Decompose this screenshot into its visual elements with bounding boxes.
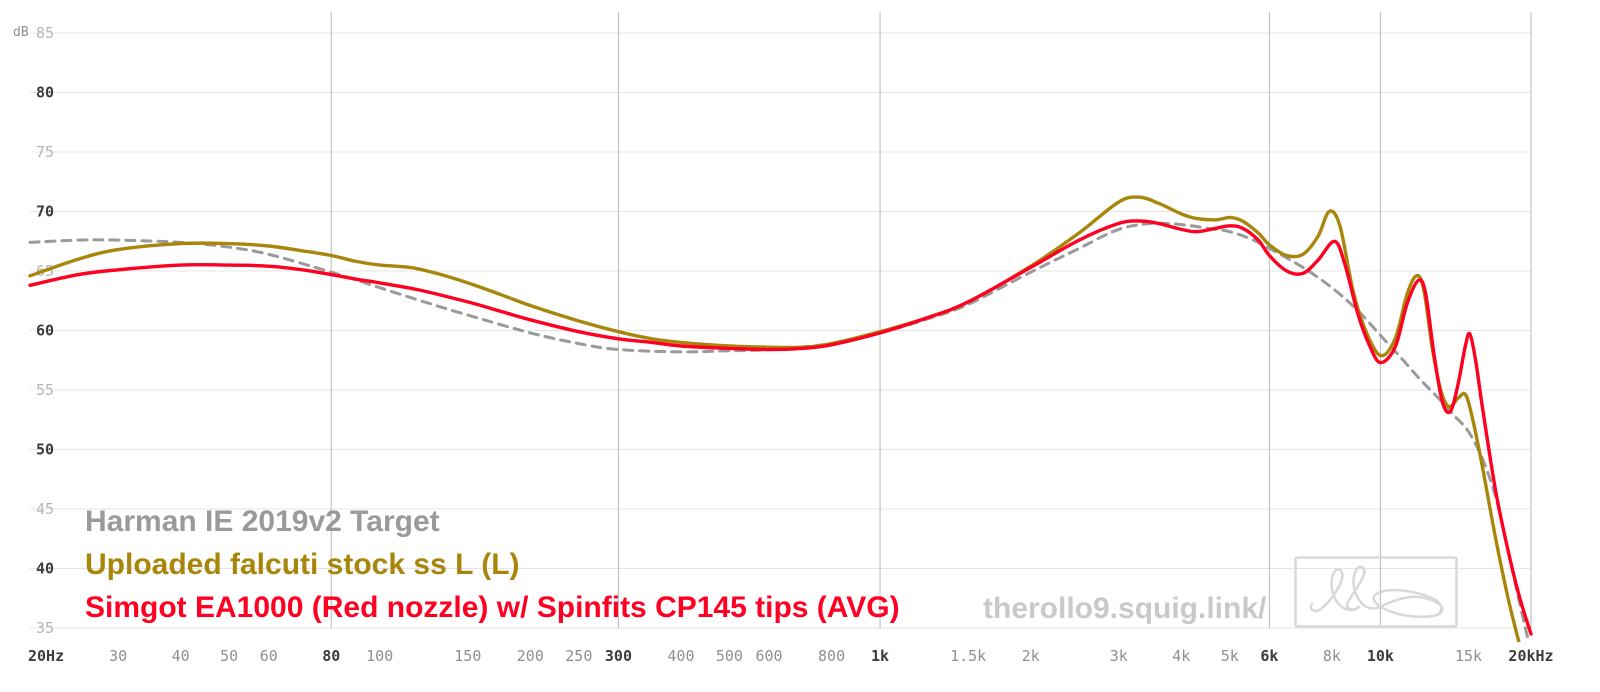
svg-text:60: 60: [36, 322, 54, 340]
svg-text:500: 500: [716, 647, 743, 665]
svg-text:30: 30: [109, 647, 127, 665]
svg-text:100: 100: [366, 647, 393, 665]
svg-text:3k: 3k: [1110, 647, 1128, 665]
svg-text:40: 40: [172, 647, 190, 665]
svg-text:50: 50: [36, 441, 54, 459]
svg-text:6k: 6k: [1260, 647, 1278, 665]
svg-text:75: 75: [36, 143, 54, 161]
svg-text:80: 80: [36, 84, 54, 102]
svg-text:15k: 15k: [1455, 647, 1482, 665]
svg-text:45: 45: [36, 500, 54, 518]
svg-text:600: 600: [756, 647, 783, 665]
legend-item-harman-target[interactable]: Harman IE 2019v2 Target: [85, 505, 440, 538]
svg-text:1.5k: 1.5k: [950, 647, 986, 665]
svg-text:8k: 8k: [1323, 647, 1341, 665]
svg-text:40: 40: [36, 560, 54, 578]
svg-text:70: 70: [36, 203, 54, 221]
svg-text:50: 50: [220, 647, 238, 665]
svg-text:10k: 10k: [1367, 647, 1394, 665]
svg-text:20kHz: 20kHz: [1508, 647, 1553, 665]
svg-text:400: 400: [667, 647, 694, 665]
squig-logo: [1294, 556, 1458, 628]
svg-text:2k: 2k: [1022, 647, 1040, 665]
svg-text:200: 200: [517, 647, 544, 665]
svg-text:80: 80: [322, 647, 340, 665]
svg-text:60: 60: [260, 647, 278, 665]
chart-legend: Harman IE 2019v2 Target Uploaded falcuti…: [85, 500, 900, 629]
svg-text:85: 85: [36, 24, 54, 42]
svg-text:1k: 1k: [871, 647, 889, 665]
svg-text:35: 35: [36, 619, 54, 637]
legend-item-uploaded-falcuti[interactable]: Uploaded falcuti stock ss L (L): [85, 548, 520, 581]
svg-text:300: 300: [605, 647, 632, 665]
svg-text:5k: 5k: [1221, 647, 1239, 665]
svg-text:250: 250: [565, 647, 592, 665]
squig-logo-flourish: [1309, 565, 1444, 618]
squig-logo-frame: [1294, 556, 1458, 628]
svg-text:4k: 4k: [1172, 647, 1190, 665]
svg-text:150: 150: [454, 647, 481, 665]
svg-text:800: 800: [818, 647, 845, 665]
svg-text:55: 55: [36, 381, 54, 399]
svg-text:20Hz: 20Hz: [28, 647, 64, 665]
site-watermark: therollo9.squig.link/: [983, 592, 1267, 625]
svg-text:dB: dB: [13, 25, 29, 40]
legend-item-simgot-ea1000[interactable]: Simgot EA1000 (Red nozzle) w/ Spinfits C…: [85, 591, 900, 624]
